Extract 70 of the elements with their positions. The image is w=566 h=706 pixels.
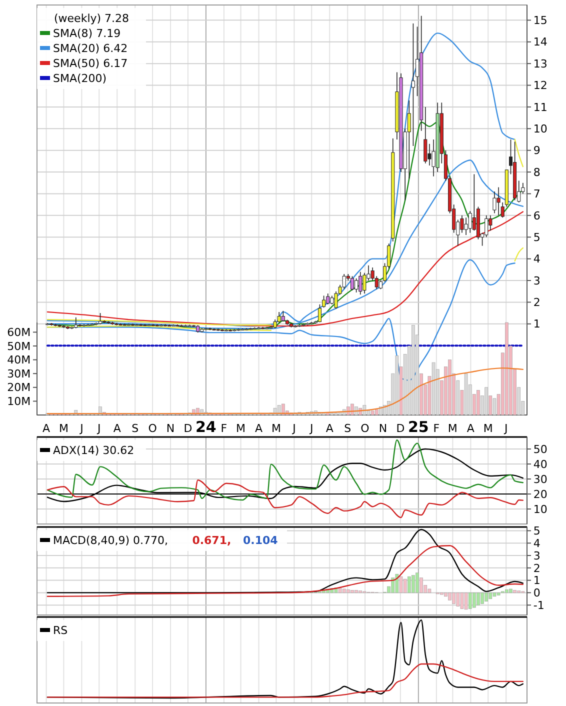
- x-tick-label: A: [466, 422, 475, 435]
- x-tick-label: N: [166, 422, 175, 435]
- x-tick-label: A: [113, 422, 122, 435]
- legend-label: SMA(200): [53, 72, 107, 85]
- y-tick-label: 15: [533, 14, 548, 28]
- x-tick-label: N: [378, 422, 388, 435]
- y-tick-label: 3: [533, 274, 540, 288]
- y-tick-label: 20: [533, 488, 548, 501]
- x-tick-label: A: [326, 422, 334, 435]
- legend-label: MACD(8,40,9) 0.770,: [53, 534, 168, 547]
- legend-label: SMA(50) 6.17: [53, 56, 128, 70]
- y-tick-label: 3: [533, 549, 540, 562]
- x-tick-label: D: [184, 422, 192, 435]
- y-tick-label: 7: [533, 188, 540, 201]
- text: 0.671,: [192, 534, 232, 547]
- y-tick-label: 0: [533, 586, 540, 600]
- x-tick-label: J: [79, 422, 84, 435]
- x-tick-label: O: [148, 422, 158, 435]
- y-tick-label: 60M: [7, 326, 31, 340]
- annotation: 0.104: [243, 534, 278, 547]
- legend-label: RS: [53, 624, 68, 637]
- y-tick-label: 20M: [7, 381, 31, 394]
- text: (weekly) 7.28: [54, 12, 130, 25]
- y-tick-label: 30: [533, 472, 548, 486]
- x-tick-label: F: [220, 422, 228, 435]
- legend-label: ADX(14) 30.62: [53, 444, 134, 457]
- x-tick-label: M: [58, 422, 68, 435]
- x-tick-label: F: [433, 422, 440, 435]
- y-tick-label: 6: [533, 209, 540, 222]
- legend-label: SMA(8) 7.19: [53, 26, 121, 40]
- y-tick-label: 2: [533, 296, 540, 310]
- x-tick-label: O: [360, 422, 370, 435]
- y-tick-label: 40: [533, 458, 548, 471]
- x-tick-label: M: [448, 422, 458, 435]
- y-tick-label: 10: [533, 502, 548, 516]
- x-tick-label: A: [42, 422, 51, 435]
- x-tick-label: J: [503, 422, 508, 435]
- x-tick-label: 24: [196, 418, 216, 436]
- y-tick-label: 8: [533, 166, 540, 179]
- y-tick-label: 30M: [7, 367, 31, 380]
- x-tick-label: J: [308, 422, 314, 435]
- y-tick-label: 1: [533, 318, 540, 331]
- y-tick-label: 5: [533, 524, 540, 538]
- y-tick-label: 4: [533, 252, 540, 266]
- x-tick-label: 25: [408, 418, 429, 436]
- y-tick-label: 4: [533, 536, 540, 550]
- x-tick-label: A: [255, 422, 264, 435]
- x-tick-label: M: [236, 422, 246, 435]
- x-tick-label: S: [132, 422, 139, 435]
- y-tick-label: 10M: [7, 395, 31, 408]
- y-tick-label: 2: [533, 562, 540, 575]
- y-tick-label: 14: [533, 36, 548, 49]
- x-tick-label: M: [271, 422, 281, 435]
- y-tick-label: 12: [533, 79, 548, 92]
- legend-label: SMA(20) 6.42: [53, 42, 128, 55]
- x-tick-label: J: [96, 422, 101, 435]
- y-tick-label: 9: [533, 144, 540, 158]
- y-tick-label: 50M: [7, 340, 31, 353]
- y-tick-label: 5: [533, 230, 540, 244]
- y-tick-label: 13: [533, 57, 548, 70]
- y-tick-label: -1: [533, 598, 544, 612]
- y-tick-label: 11: [533, 100, 548, 114]
- x-tick-label: S: [344, 422, 352, 435]
- x-tick-label: J: [292, 422, 296, 435]
- y-tick-label: 10: [533, 122, 548, 136]
- y-tick-label: 1: [533, 574, 540, 588]
- y-tick-label: 50: [533, 442, 548, 456]
- x-tick-label: D: [396, 422, 405, 435]
- y-tick-label: 40M: [7, 354, 31, 367]
- x-tick-label: M: [483, 422, 493, 435]
